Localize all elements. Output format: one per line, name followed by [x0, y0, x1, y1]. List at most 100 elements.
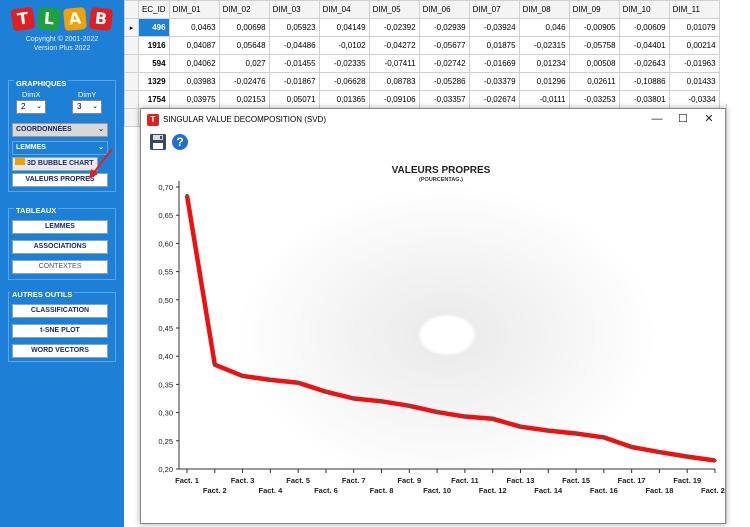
column-header[interactable]: DIM_01 [168, 0, 220, 19]
dim-cell[interactable]: 0,00698 [218, 18, 270, 37]
dim-cell[interactable]: 0,02153 [218, 90, 270, 109]
dim-cell[interactable]: 0,01296 [518, 72, 570, 91]
row-header[interactable] [124, 108, 139, 127]
dim-cell[interactable]: -0,03357 [418, 90, 470, 109]
dim-cell[interactable]: 0,01365 [318, 90, 370, 109]
dim-cell[interactable]: -0,02392 [368, 18, 420, 37]
column-header[interactable]: DIM_06 [418, 0, 470, 19]
row-header[interactable] [124, 36, 139, 55]
dim-cell[interactable]: 0,0463 [168, 18, 220, 37]
dim-cell[interactable]: -0,01455 [268, 54, 320, 73]
tsne-plot-button[interactable]: t-SNE PLOT [12, 324, 108, 338]
dim-cell[interactable]: -0,03924 [468, 18, 520, 37]
valeurs-propres-button[interactable]: VALEURS PROPRES [12, 173, 108, 187]
dim-cell[interactable]: -0,02742 [418, 54, 470, 73]
dim-cell[interactable]: 0,05923 [268, 18, 320, 37]
dim-cell[interactable]: 0,05071 [268, 90, 320, 109]
dimy-select[interactable]: 3 ⌄ [72, 100, 102, 114]
word-vectors-button[interactable]: WORD VECTORS [12, 344, 108, 358]
dim-cell[interactable]: 0,046 [518, 18, 570, 37]
dim-cell[interactable]: -0,04486 [268, 36, 320, 55]
maximize-icon[interactable]: ☐ [678, 113, 688, 125]
dim-cell[interactable]: 0,00214 [668, 36, 720, 55]
dim-cell[interactable]: -0,02476 [218, 72, 270, 91]
dim-cell[interactable]: -0,06628 [318, 72, 370, 91]
dim-cell[interactable]: -0,03801 [618, 90, 670, 109]
dim-cell[interactable]: 0,04062 [168, 54, 220, 73]
row-header[interactable]: ▸ [124, 18, 139, 37]
column-header[interactable]: DIM_08 [518, 0, 570, 19]
column-header[interactable]: DIM_07 [468, 0, 520, 19]
column-header[interactable]: DIM_03 [268, 0, 320, 19]
ec-id-cell[interactable]: 594 [138, 54, 170, 73]
column-header[interactable]: DIM_10 [618, 0, 670, 19]
dim-cell[interactable]: -0,09106 [368, 90, 420, 109]
dim-cell[interactable]: -0,02674 [468, 90, 520, 109]
dim-cell[interactable]: 0,03983 [168, 72, 220, 91]
dim-cell[interactable]: -0,01867 [268, 72, 320, 91]
dim-cell[interactable]: 0,01234 [518, 54, 570, 73]
dim-cell[interactable]: -0,01963 [668, 54, 720, 73]
dim-cell[interactable]: 0,03975 [168, 90, 220, 109]
column-header[interactable]: DIM_04 [318, 0, 370, 19]
window-titlebar[interactable]: T SINGULAR VALUE DECOMPOSITION (SVD) — ☐… [141, 109, 725, 131]
dim-cell[interactable]: 0,05648 [218, 36, 270, 55]
coordonnees-dropdown[interactable]: COORDONNÉES ⌄ [12, 123, 108, 137]
dim-cell[interactable]: 0,04087 [168, 36, 220, 55]
dim-cell[interactable]: -0,0334 [668, 90, 720, 109]
svd-window[interactable]: T SINGULAR VALUE DECOMPOSITION (SVD) — ☐… [140, 108, 729, 524]
help-icon[interactable]: ? [171, 133, 189, 151]
ec-id-cell[interactable]: 1329 [138, 72, 170, 91]
dim-cell[interactable]: -0,02335 [318, 54, 370, 73]
row-header[interactable] [124, 72, 139, 91]
dim-cell[interactable]: -0,03379 [468, 72, 520, 91]
column-header[interactable]: DIM_02 [218, 0, 270, 19]
table-row[interactable]: ▸ 496 0,0463 0,00698 0,05923 0,04149 -0,02392-… [124, 18, 720, 37]
contextes-button[interactable]: CONTEXTES [12, 260, 108, 274]
dim-cell[interactable]: -0,01669 [468, 54, 520, 73]
ec-id-cell[interactable]: 1916 [138, 36, 170, 55]
dim-cell[interactable]: 0,08783 [368, 72, 420, 91]
table-row[interactable]: 1754 0,03975 0,02153 0,05071 0,01365 -0,09106… [124, 90, 720, 109]
dim-cell[interactable]: 0,027 [218, 54, 270, 73]
bubble-chart-button[interactable]: 3D BUBBLE CHART [12, 157, 98, 171]
dim-cell[interactable]: -0,05758 [568, 36, 620, 55]
dim-cell[interactable]: -0,02643 [618, 54, 670, 73]
table-row[interactable]: 594 0,04062 0,027 -0,01455 -0,02335 -0,07411-… [124, 54, 720, 73]
column-header[interactable]: DIM_09 [568, 0, 620, 19]
minimize-icon[interactable]: — [651, 113, 663, 125]
dim-cell[interactable]: 0,04149 [318, 18, 370, 37]
dim-cell[interactable]: 0,01433 [668, 72, 720, 91]
column-header[interactable]: EC_ID [138, 0, 170, 19]
dim-cell[interactable]: 0,00508 [568, 54, 620, 73]
row-header[interactable] [124, 54, 139, 73]
row-header[interactable] [124, 90, 139, 109]
dim-cell[interactable]: -0,00609 [618, 18, 670, 37]
tableaux-lemmes-button[interactable]: LEMMES [12, 220, 108, 234]
classification-button[interactable]: CLASSIFICATION [12, 304, 108, 318]
dim-cell[interactable]: 0,02611 [568, 72, 620, 91]
dim-cell[interactable]: -0,02315 [518, 36, 570, 55]
column-header[interactable]: DIM_05 [368, 0, 420, 19]
dimx-select[interactable]: 2 ⌄ [16, 100, 46, 114]
ec-id-cell[interactable]: 496 [138, 18, 170, 37]
dim-cell[interactable]: -0,0102 [318, 36, 370, 55]
dim-cell[interactable]: -0,10886 [618, 72, 670, 91]
lemmes-dropdown[interactable]: LEMMES ⌄ [12, 141, 108, 155]
dim-cell[interactable]: -0,07411 [368, 54, 420, 73]
dim-cell[interactable]: -0,0111 [518, 90, 570, 109]
column-header[interactable]: DIM_11 [668, 0, 720, 19]
dim-cell[interactable]: -0,05677 [418, 36, 470, 55]
save-icon[interactable] [149, 133, 167, 151]
dim-cell[interactable]: -0,02939 [418, 18, 470, 37]
dim-cell[interactable]: -0,05286 [418, 72, 470, 91]
dim-cell[interactable]: -0,03253 [568, 90, 620, 109]
close-icon[interactable]: ✕ [704, 113, 714, 125]
dim-cell[interactable]: -0,00905 [568, 18, 620, 37]
dim-cell[interactable]: 0,01079 [668, 18, 720, 37]
associations-button[interactable]: ASSOCIATIONS [12, 240, 108, 254]
dim-cell[interactable]: -0,04272 [368, 36, 420, 55]
dim-cell[interactable]: 0,01875 [468, 36, 520, 55]
ec-id-cell[interactable]: 1754 [138, 90, 170, 109]
table-row[interactable]: 1329 0,03983 -0,02476 -0,01867 -0,06628 0,087… [124, 72, 720, 91]
